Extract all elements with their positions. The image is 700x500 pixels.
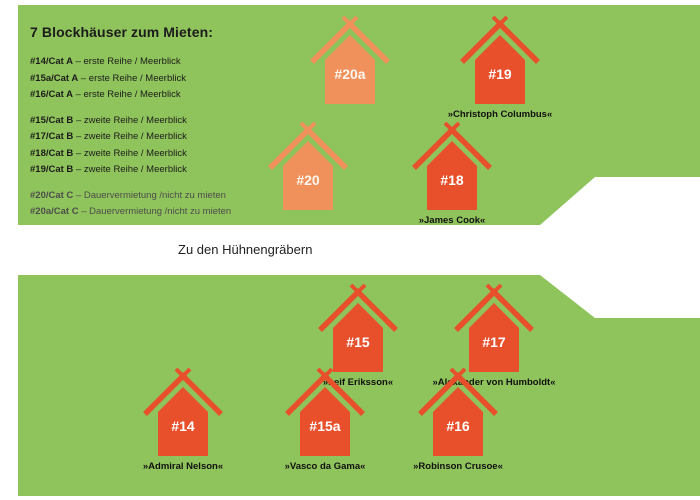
house-15a[interactable]: #15a »Vasco da Gama«: [283, 366, 367, 472]
house-number: #19: [488, 66, 512, 82]
legend-code: #16/Cat A: [30, 89, 73, 100]
legend: 7 Blockhäuser zum Mieten: #14/Cat A – er…: [30, 24, 231, 230]
house-name: »Leif Eriksson«: [322, 377, 394, 388]
legend-group-cat-a: #14/Cat A – erste Reihe / Meerblick #15a…: [30, 54, 231, 104]
legend-code: #19/Cat B: [30, 164, 74, 175]
house-icon: [285, 367, 365, 456]
house-name: »Robinson Crusoe«: [413, 461, 503, 472]
legend-desc: – zweite Reihe / Meerblick: [73, 164, 187, 175]
house-18[interactable]: #18 »James Cook«: [410, 120, 494, 226]
house-icon: [460, 15, 540, 104]
house-number: #18: [440, 172, 464, 188]
house-14[interactable]: #14 »Admiral Nelson«: [141, 366, 225, 472]
house-number: #17: [482, 334, 506, 350]
house-16[interactable]: #16 »Robinson Crusoe«: [413, 366, 503, 472]
house-name: »Alexander von Humboldt«: [432, 377, 556, 388]
legend-code: #14/Cat A: [30, 56, 73, 67]
house-number: #15: [346, 334, 370, 350]
house-number: #16: [446, 418, 470, 434]
house-icon: [412, 121, 492, 210]
house-19[interactable]: #19 »Christoph Columbus«: [448, 14, 552, 120]
legend-code: #20/Cat C: [30, 189, 74, 201]
legend-desc: – erste Reihe / Meerblick: [72, 89, 181, 100]
legend-row: #14/Cat A – erste Reihe / Meerblick: [30, 54, 231, 71]
legend-row: #17/Cat B – zweite Reihe / Meerblick: [30, 129, 231, 146]
legend-code: #18/Cat B: [30, 147, 74, 159]
legend-group-cat-c: #20/Cat C – Dauervermietung /nicht zu mi…: [30, 188, 231, 221]
legend-row: #19/Cat B – zweite Reihe / Meerblick: [30, 162, 231, 179]
house-15[interactable]: #15 »Leif Eriksson«: [316, 282, 400, 388]
house-20a[interactable]: #20a: [308, 14, 392, 104]
house-icon: [310, 15, 390, 104]
legend-group-cat-b: #15/Cat B – zweite Reihe / Meerblick #17…: [30, 113, 231, 179]
house-icon: [418, 367, 498, 456]
house-number: #20: [296, 172, 320, 188]
legend-row: #18/Cat B – zweite Reihe / Meerblick: [30, 146, 231, 163]
house-name: »Admiral Nelson«: [142, 461, 224, 472]
legend-row: #16/Cat A – erste Reihe / Meerblick: [30, 87, 231, 104]
legend-desc: – erste Reihe / Meerblick: [78, 72, 186, 84]
house-number: #15a: [309, 418, 341, 434]
upper-land-area: [18, 5, 700, 225]
house-name: »Christoph Columbus«: [447, 109, 553, 120]
house-number: #14: [171, 418, 195, 434]
legend-row: #20/Cat C – Dauervermietung /nicht zu mi…: [30, 188, 231, 205]
house-icon: [454, 283, 534, 372]
house-17[interactable]: #17 »Alexander von Humboldt«: [433, 282, 556, 388]
road-label: Zu den Hühnengräbern: [178, 242, 313, 257]
house-name: »James Cook«: [418, 215, 486, 226]
legend-code: #15/Cat B: [30, 114, 74, 126]
legend-desc: – erste Reihe / Meerblick: [72, 56, 181, 67]
house-20[interactable]: #20: [266, 120, 350, 210]
legend-row: #15/Cat B – zweite Reihe / Meerblick: [30, 113, 231, 130]
house-number: #20a: [334, 66, 366, 82]
legend-desc: – zweite Reihe / Meerblick: [73, 114, 187, 126]
legend-code: #17/Cat B: [30, 131, 74, 142]
legend-desc: – zweite Reihe / Meerblick: [73, 131, 187, 142]
house-icon: [318, 283, 398, 372]
legend-row: #15a/Cat A – erste Reihe / Meerblick: [30, 71, 231, 88]
legend-row: #20a/Cat C – Dauervermietung /nicht zu m…: [30, 204, 231, 221]
house-icon: [268, 121, 348, 210]
legend-desc: – Dauervermietung /nicht zu mieten: [78, 206, 232, 217]
legend-code: #15a/Cat A: [30, 72, 79, 84]
legend-code: #20a/Cat C: [30, 206, 79, 217]
legend-desc: – zweite Reihe / Meerblick: [73, 147, 187, 159]
legend-desc: – Dauervermietung /nicht zu mieten: [73, 189, 226, 201]
house-name: »Vasco da Gama«: [284, 461, 366, 472]
legend-title: 7 Blockhäuser zum Mieten:: [30, 24, 213, 40]
house-icon: [143, 367, 223, 456]
